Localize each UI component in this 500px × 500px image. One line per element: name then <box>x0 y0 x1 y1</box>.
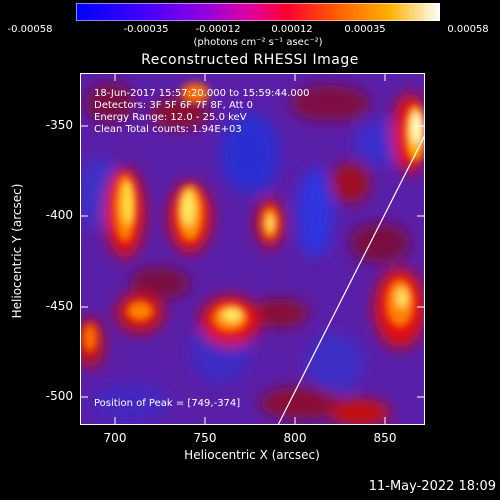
time-range-text: 18-Jun-2017 15:57:20.000 to 15:59:44.000 <box>94 88 310 99</box>
datestamp: 11-May-2022 18:09 <box>368 479 496 494</box>
x-tick-label: 800 <box>283 431 307 445</box>
colorbar-tick-label: -0.00035 <box>123 24 169 35</box>
y-tick-label: -400 <box>45 208 73 222</box>
colorbar-tick-label: 0.00058 <box>447 24 489 35</box>
peak-position-text: Position of Peak = [749,-374] <box>94 398 241 409</box>
colorbar-units: (photons cm⁻² s⁻¹ asec⁻²) <box>193 37 323 48</box>
rhessi-image <box>80 73 425 425</box>
algorithm-counts-text: Clean Total counts: 1.94E+03 <box>94 124 242 135</box>
solar-limb-line <box>277 134 425 425</box>
colorbar-tick-label: 0.00035 <box>344 24 386 35</box>
y-tick-label: -500 <box>45 389 73 403</box>
colorbar-tick-label: -0.00058 <box>7 24 53 35</box>
colorbar-tick-label: 0.00012 <box>271 24 313 35</box>
energy-range-text: Energy Range: 12.0 - 25.0 keV <box>94 112 247 123</box>
x-tick-label: 750 <box>193 431 217 445</box>
x-tick-label: 850 <box>373 431 397 445</box>
detectors-text: Detectors: 3F 5F 6F 7F 8F, Att 0 <box>94 100 254 111</box>
x-axis-label: Heliocentric X (arcsec) <box>184 448 320 462</box>
y-tick-label: -450 <box>45 299 73 313</box>
y-axis-label: Heliocentric Y (arcsec) <box>10 183 24 319</box>
plot-title: Reconstructed RHESSI Image <box>141 52 359 68</box>
x-tick-label: 700 <box>103 431 127 445</box>
plot-frame <box>80 73 425 425</box>
y-tick-label: -350 <box>45 118 73 132</box>
colorbar <box>76 3 440 21</box>
axis-ticks <box>80 73 425 425</box>
colorbar-tick-label: -0.00012 <box>195 24 241 35</box>
